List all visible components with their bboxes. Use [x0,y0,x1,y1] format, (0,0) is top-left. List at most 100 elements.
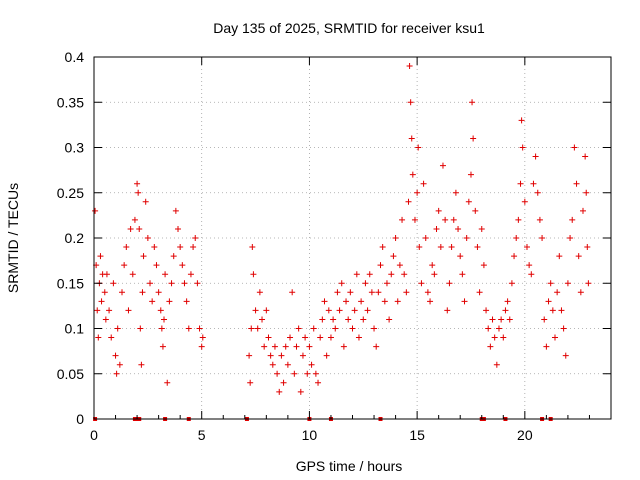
y-tick-label: 0 [76,411,84,427]
data-point [584,244,591,251]
data-point [153,262,160,269]
data-point [362,280,369,287]
data-point [162,271,169,278]
data-point [119,289,126,296]
data-point [396,262,403,269]
y-tick-label: 0.1 [65,321,85,337]
data-point [536,216,543,223]
data-point [579,207,586,214]
data-point [415,144,422,151]
data-point [518,117,525,124]
data-point [435,207,442,214]
data-point [351,307,358,314]
data-point [480,262,487,269]
data-point [267,352,274,359]
y-tick-label: 0.4 [65,49,85,65]
y-tick-label: 0.05 [57,366,84,382]
data-point [338,280,345,287]
data-point [170,253,177,260]
data-point [502,307,509,314]
data-point [422,235,429,241]
x-tick-label: 10 [302,427,318,443]
x-tick-label: 5 [198,427,206,443]
data-point [142,198,149,205]
data-point [95,334,102,341]
data-point [151,244,158,251]
axis-ticks: 0 0.05 0.1 0.15 0.2 0.25 0.3 0.35 0.4 0 5 10 15 20 [57,49,611,443]
data-point [190,244,197,251]
data-points [92,63,592,395]
data-point [463,235,470,241]
x-axis-label: GPS time / hours [296,458,403,474]
data-point [181,280,188,287]
data-point [116,361,123,368]
data-point [289,289,296,296]
data-point [164,379,171,386]
data-point [134,180,141,187]
data-point [491,334,498,341]
data-point [485,325,492,332]
data-point [532,153,539,160]
data-point [112,352,119,359]
data-point [406,63,413,70]
data-point [508,280,515,287]
data-point [172,207,179,214]
data-point [513,235,520,241]
data-point [121,262,128,269]
data-point [476,289,483,296]
data-point [375,289,382,296]
data-point [543,343,550,350]
data-point [127,225,134,232]
data-point [448,244,455,251]
data-point [452,189,459,196]
data-point [455,225,462,232]
data-point [498,316,505,323]
data-point [299,352,306,359]
data-point [379,244,386,251]
data-point [106,307,113,314]
y-tick-label: 0.2 [65,230,85,246]
data-point [526,262,533,269]
data-point [271,343,278,350]
data-point [368,289,375,296]
data-point [155,289,162,296]
data-point [575,253,582,260]
data-point [534,189,541,196]
data-point [551,334,558,341]
data-point [343,298,350,305]
data-point [442,216,449,223]
data-point [560,325,567,332]
data-point [487,343,494,350]
data-point [381,298,388,305]
data-point [297,388,304,395]
data-point [347,289,354,296]
data-point [345,316,352,323]
data-point [327,334,334,341]
data-point [523,244,530,251]
data-point [556,253,563,260]
data-point [340,343,347,350]
data-point [136,225,143,232]
data-point [250,271,257,278]
data-point [411,216,418,223]
data-point [583,189,590,196]
data-point [287,334,294,341]
data-point [511,253,518,260]
data-point [332,325,339,332]
data-point [248,325,255,332]
data-point [416,244,423,251]
data-point [470,135,477,142]
data-point [302,334,309,341]
data-point [467,171,474,178]
data-point [321,298,328,305]
data-point [427,298,434,305]
data-point [433,225,440,232]
data-point [444,307,451,314]
data-point [256,289,263,296]
data-point [554,289,561,296]
data-point [528,271,535,278]
data-point [194,280,201,287]
data-point [196,325,203,332]
data-point [437,244,444,251]
data-point [431,271,438,278]
